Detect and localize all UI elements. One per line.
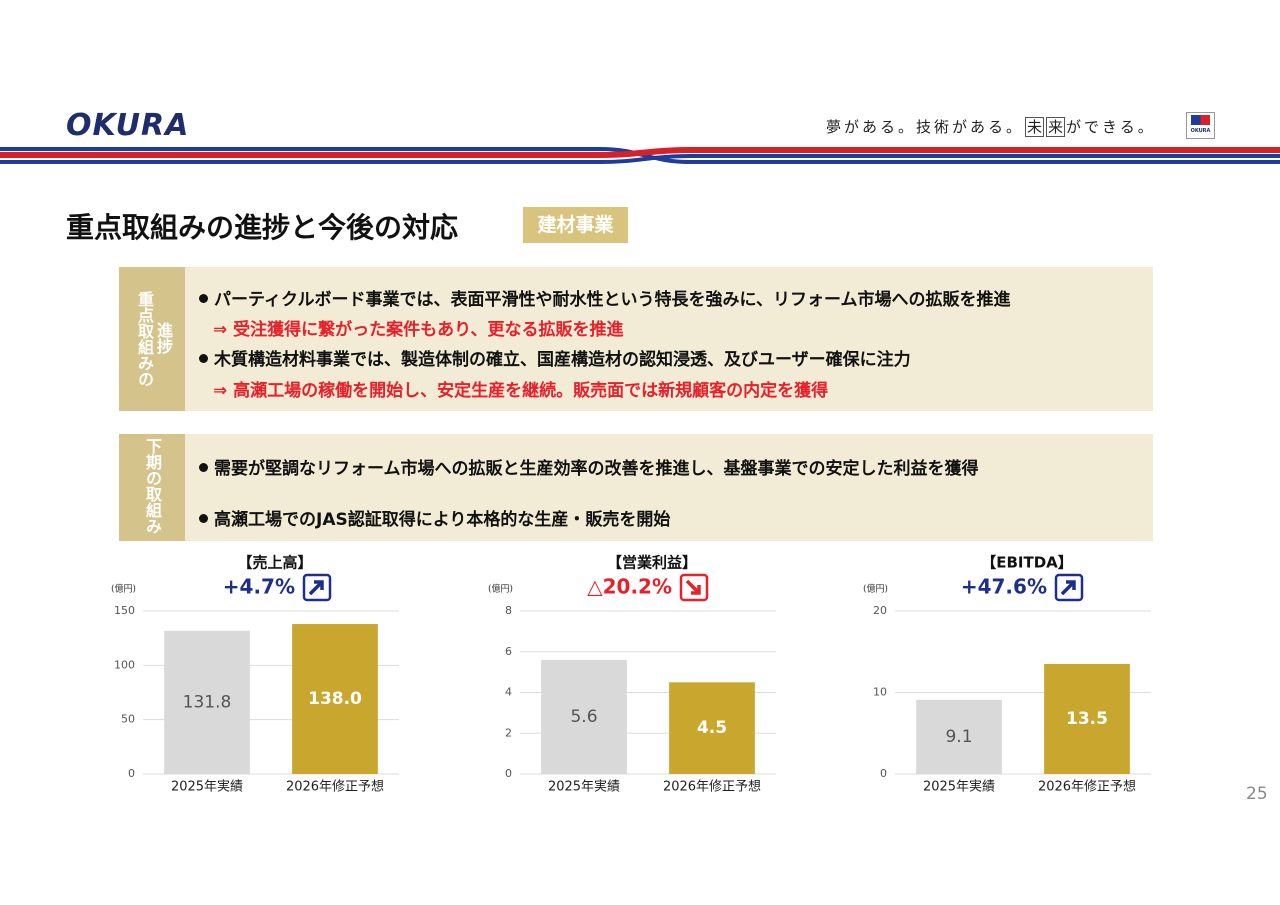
label-text: 下期の取組み	[143, 438, 162, 534]
bar	[164, 630, 250, 774]
x-tick-label: 2025年実績	[548, 779, 620, 795]
note: ⇒ 高瀬工場の稼働を開始し、安定生産を継続。販売面では新規顧客の内定を獲得	[213, 381, 829, 401]
y-axis-label: (億円)	[111, 583, 136, 595]
bullet: 高瀬工場でのJAS認証取得により本格的な生産・販売を開始	[199, 505, 670, 530]
bullet: 需要が堅調なリフォーム市場への拡販と生産効率の改善を推進し、基盤事業での安定した…	[199, 454, 979, 479]
y-tick-label: 150	[114, 604, 135, 617]
chart-title: 【売上高】	[237, 554, 312, 572]
chart-title: 【営業利益】	[607, 554, 697, 572]
icon-part	[685, 579, 701, 595]
y-axis-label: (億円)	[863, 583, 888, 595]
section: 下期の取組み 需要が堅調なリフォーム市場への拡販と生産効率の改善を推進し、基盤事…	[119, 434, 1153, 541]
tagline-box: 未	[1025, 117, 1045, 137]
title: 重点取組みの進捗と今後の対応	[66, 211, 459, 244]
badge-text: OKURA	[1190, 128, 1211, 134]
x-tick-label: 2025年実績	[923, 779, 995, 795]
x-tick-label: 2026年修正予想	[1038, 779, 1136, 795]
bar	[916, 699, 1002, 774]
tagline-text: 夢がある。技術がある。	[826, 118, 1025, 136]
annotation: +4.7%	[223, 575, 295, 599]
y-tick-label: 4	[505, 686, 512, 699]
trend-icon	[1054, 573, 1084, 602]
icon-part	[1060, 580, 1076, 596]
tagline-box: 来	[1046, 117, 1066, 137]
x-tick-label: 2026年修正予想	[286, 779, 384, 795]
icon-part	[302, 573, 332, 602]
y-tick-label: 0	[128, 767, 135, 780]
value-label: 138.0	[308, 689, 362, 709]
icon-part	[679, 573, 709, 602]
y-tick-label: 0	[880, 767, 887, 780]
y-tick-label: 8	[505, 604, 512, 617]
tagline: 夢がある。技術がある。未来ができる。	[826, 116, 1156, 137]
section: 重点取組みの 進捗 パーティクルボード事業では、表面平滑性や耐水性という特長を強…	[119, 267, 1153, 411]
bar	[1044, 663, 1130, 774]
annotation: △20.2%	[587, 575, 672, 599]
x-tick-label: 2026年修正予想	[663, 779, 761, 795]
value-label: 5.6	[570, 707, 597, 727]
section-label: 重点取組みの 進捗	[119, 267, 185, 411]
y-tick-label: 20	[873, 604, 887, 617]
trend-icon	[302, 573, 332, 602]
chart-title: 【EBITDA】	[981, 554, 1073, 572]
value-label: 131.8	[183, 692, 232, 712]
icon-part	[1054, 573, 1084, 602]
trend-icon	[679, 573, 709, 602]
note: ⇒ 受注獲得に繋がった案件もあり、更なる拡販を推進	[213, 320, 624, 340]
label-text: 進捗	[154, 322, 173, 354]
value-label: 4.5	[697, 718, 727, 738]
badge: OKURA	[1186, 112, 1215, 139]
label-text: 重点取組みの	[135, 291, 154, 387]
y-axis-label: (億円)	[488, 583, 513, 595]
bar	[541, 659, 627, 774]
y-tick-label: 100	[114, 658, 135, 671]
tag: 建材事業	[523, 207, 628, 243]
bullet: パーティクルボード事業では、表面平滑性や耐水性という特長を強みに、リフォーム市場…	[199, 285, 1010, 310]
logo: OKURA	[66, 108, 190, 143]
y-tick-label: 0	[505, 767, 512, 780]
y-tick-label: 10	[873, 686, 887, 699]
value-label: 9.1	[945, 727, 972, 747]
section-label: 下期の取組み	[119, 434, 185, 541]
icon-part	[308, 580, 324, 596]
bar	[292, 624, 378, 774]
y-tick-label: 2	[505, 726, 512, 739]
bullet: 木質構造材料事業では、製造体制の確立、国産構造材の認知浸透、及びユーザー確保に注…	[199, 345, 911, 370]
tagline-text: ができる。	[1066, 118, 1156, 136]
header-stripes	[0, 147, 1280, 164]
y-tick-label: 6	[505, 645, 512, 658]
value-label: 13.5	[1066, 709, 1108, 729]
annotation: +47.6%	[961, 575, 1047, 599]
y-tick-label: 50	[121, 713, 135, 726]
x-tick-label: 2025年実績	[171, 779, 243, 795]
page-number: 25	[1246, 784, 1268, 804]
bar	[669, 682, 755, 774]
